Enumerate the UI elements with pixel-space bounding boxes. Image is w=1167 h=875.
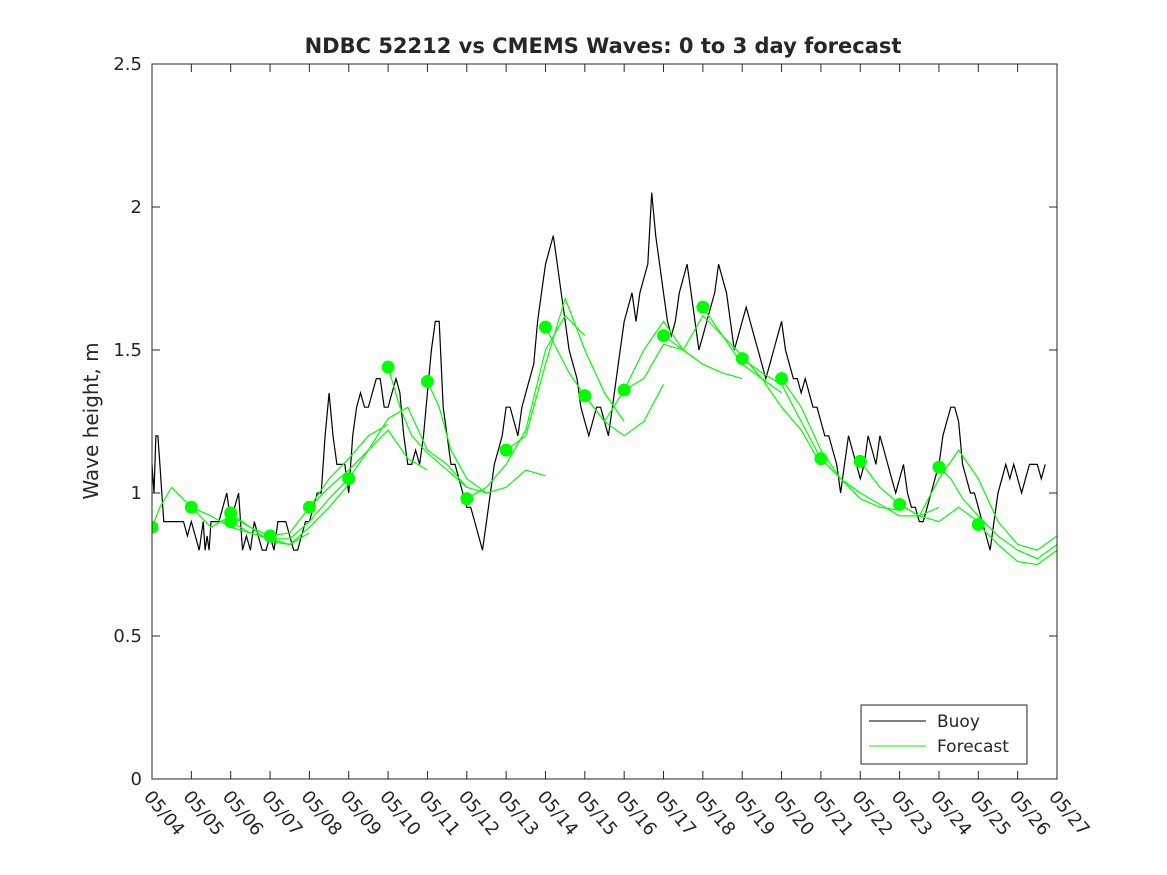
data-layer	[152, 192, 1057, 566]
legend-forecast-label: Forecast	[937, 737, 1009, 757]
series-forecast-run-20	[899, 449, 1057, 551]
forecast-marker-8	[420, 374, 434, 388]
y-axis-label: Wave height, m	[79, 342, 103, 499]
forecast-marker-12	[578, 389, 592, 403]
series-forecast-run-2	[230, 484, 350, 546]
series-buoy-line	[152, 192, 1046, 551]
axes-box	[151, 63, 1058, 780]
forecast-marker-15	[696, 300, 710, 314]
y-tick-label-0: 0	[131, 769, 142, 790]
series-forecast-run-10	[505, 296, 625, 451]
forecast-marker-16	[735, 352, 749, 366]
legend: Buoy Forecast	[860, 704, 1028, 765]
forecast-marker-9	[460, 492, 474, 506]
series-forecast-run-6	[348, 406, 468, 488]
y-tick-label-4: 2	[131, 197, 142, 218]
forecast-marker-3	[224, 515, 238, 529]
y-tick-label-2: 1	[131, 483, 142, 504]
series-forecast-run-21	[938, 466, 1057, 560]
y-tick-label-5: 2.5	[113, 54, 142, 75]
forecast-marker-11	[538, 320, 552, 334]
forecast-marker-4	[263, 529, 277, 543]
forecast-marker-6	[342, 472, 356, 486]
y-tick-label-1: 0.5	[113, 626, 142, 647]
forecast-marker-22	[971, 517, 985, 531]
forecast-marker-1	[184, 500, 198, 514]
forecast-marker-13	[617, 383, 631, 397]
series-forecast-run-9	[466, 314, 586, 500]
forecast-marker-10	[499, 443, 513, 457]
forecast-marker-21	[932, 460, 946, 474]
series-forecast-run-15	[702, 306, 822, 465]
legend-buoy-label: Buoy	[937, 712, 980, 732]
forecast-marker-7	[381, 360, 395, 374]
series-forecast-run-8	[426, 381, 546, 494]
forecast-marker-0	[152, 520, 159, 534]
forecast-marker-5	[302, 500, 316, 514]
forecast-marker-17	[775, 372, 789, 386]
forecast-marker-14	[657, 329, 671, 343]
forecast-marker-20	[893, 497, 907, 511]
legend-box	[860, 704, 1028, 765]
series-forecast-run-22	[977, 524, 1057, 566]
chart-title: NDBC 52212 vs CMEMS Waves: 0 to 3 day fo…	[305, 34, 902, 58]
series-forecast-run-4	[269, 423, 389, 537]
plot-area: 00.511.522.505/0405/0505/0605/0705/0805/…	[113, 54, 1093, 840]
forecast-marker-18	[814, 452, 828, 466]
forecast-marker-19	[853, 455, 867, 469]
series-forecast-run-7	[387, 367, 487, 494]
y-tick-label-3: 1.5	[113, 340, 142, 361]
series-forecast-run-3	[230, 478, 350, 540]
